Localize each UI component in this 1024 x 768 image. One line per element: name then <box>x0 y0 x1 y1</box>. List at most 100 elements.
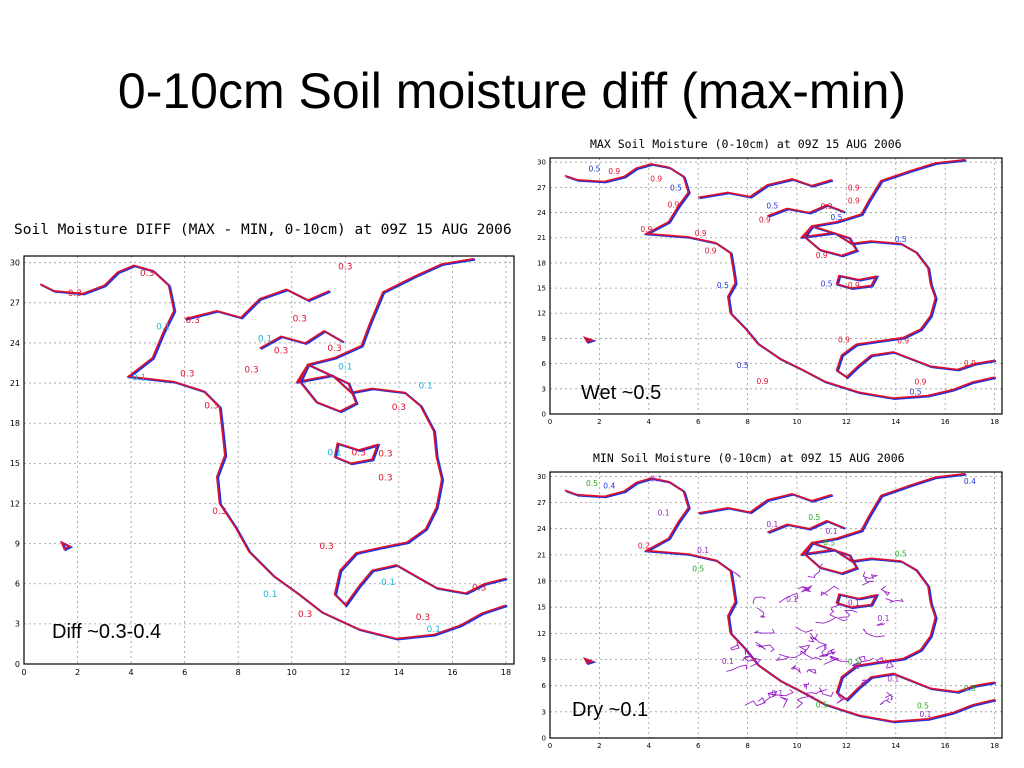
dry-contour <box>876 656 884 665</box>
dry-contour <box>744 697 766 707</box>
x-tick-label: 14 <box>891 418 900 426</box>
coastline-great_lakes <box>835 593 878 609</box>
contour-label: 0.3 <box>68 289 82 299</box>
dry-contour <box>790 645 810 659</box>
contour-label: 0.9 <box>640 225 652 234</box>
y-tick-label: 27 <box>537 499 546 507</box>
contour-label: 0.1 <box>258 335 272 345</box>
diff-map-panel: 0 2 4 6 8 10 12 14 16 180369121518212427300.30.30… <box>10 255 515 677</box>
coastline-archipelago-shadow <box>699 493 834 515</box>
y-tick-label: 0 <box>542 410 546 418</box>
diff-caption: Diff ~0.3-0.4 <box>52 621 162 643</box>
y-tick-label: 18 <box>537 577 546 585</box>
contour-label: 0.3 <box>140 269 154 279</box>
coastline-archipelago <box>698 178 832 199</box>
y-tick-label: 18 <box>537 259 546 267</box>
contour-label: 0.1 <box>381 578 395 588</box>
contour-label: 0.9 <box>756 377 768 386</box>
coastline-arctic_island <box>259 329 343 349</box>
y-tick-label: 21 <box>10 379 20 388</box>
y-tick-label: 15 <box>537 285 546 293</box>
contour-label: 0.3 <box>244 365 258 375</box>
contour-label: 0.5 <box>910 388 922 397</box>
contour-label: 0.9 <box>668 201 680 210</box>
y-tick-label: 6 <box>15 580 20 589</box>
y-tick-label: 24 <box>537 525 546 533</box>
x-tick-label: 4 <box>129 668 134 677</box>
coastline-western_coast <box>643 490 995 723</box>
max-plot-header: MAX Soil Moisture (0-10cm) at 09Z 15 AUG… <box>590 137 902 151</box>
dry-contour <box>806 669 817 674</box>
contour-label: 0.1 <box>427 625 441 635</box>
x-tick-label: 6 <box>182 668 187 677</box>
dry-contour <box>778 592 799 604</box>
dry-contour <box>755 641 775 652</box>
contour-label: 0.3 <box>274 347 288 357</box>
contour-label: 0.1 <box>156 323 170 333</box>
x-tick-label: 8 <box>745 418 749 426</box>
x-tick-label: 8 <box>745 742 749 750</box>
contour-label: 0.9 <box>608 167 620 176</box>
x-tick-label: 18 <box>990 418 999 426</box>
coastline-hudson_bay <box>803 541 858 575</box>
contour-label: 0.5 <box>895 550 907 559</box>
x-tick-label: 0 <box>548 742 552 750</box>
x-tick-label: 10 <box>793 742 802 750</box>
y-tick-label: 21 <box>537 551 546 559</box>
contour-label: 0.5 <box>670 184 682 193</box>
x-tick-label: 0 <box>548 418 552 426</box>
contour-label: 0.5 <box>831 213 843 222</box>
contour-label: 0.1 <box>132 373 146 383</box>
coastline-hudson_bay <box>803 225 858 257</box>
dry-contour <box>798 585 813 592</box>
dry-contour <box>726 664 748 672</box>
contour-label: 0.3 <box>392 403 406 413</box>
y-tick-label: 9 <box>542 656 546 664</box>
dry-contour <box>753 628 776 634</box>
dry-contour <box>823 655 840 665</box>
coastline-eastern_coast <box>799 472 995 701</box>
x-tick-label: 2 <box>597 742 601 750</box>
x-tick-label: 2 <box>597 418 601 426</box>
x-tick-label: 16 <box>941 418 950 426</box>
y-tick-label: 21 <box>537 234 546 242</box>
dry-contour <box>795 626 813 633</box>
contour-label: 0.9 <box>705 247 717 256</box>
contour-label: 0.1 <box>766 520 778 529</box>
x-tick-label: 18 <box>990 742 999 750</box>
contour-label: 0.9 <box>848 184 860 193</box>
plot-frame <box>549 471 1003 739</box>
contour-label: 0.4 <box>603 482 615 491</box>
contour-label: 0.1 <box>650 475 662 484</box>
dry-contour <box>879 697 891 706</box>
dry-contour <box>756 607 766 618</box>
dry-contour <box>803 682 810 690</box>
dry-contour <box>862 577 875 586</box>
contour-label: 0.3 <box>293 315 307 325</box>
dry-contour <box>790 665 802 674</box>
dry-contour <box>752 596 766 604</box>
contour-label: 0.9 <box>759 216 771 225</box>
contour-label: 0.1 <box>263 590 277 600</box>
coastline-hudson_bay <box>298 363 358 413</box>
coastline-archipelago <box>698 492 832 514</box>
y-tick-label: 27 <box>10 299 20 308</box>
contour-label: 0.1 <box>722 657 734 666</box>
contour-label: 0.5 <box>917 701 929 710</box>
contour-label: 0.5 <box>737 361 749 370</box>
y-tick-label: 3 <box>542 708 546 716</box>
contour-label: 0.9 <box>821 202 833 211</box>
dry-contour <box>750 658 762 668</box>
y-tick-label: 12 <box>537 310 546 318</box>
coastline-western_coast <box>126 285 507 640</box>
contour-label: 0.5 <box>717 281 729 290</box>
contour-label: 0.9 <box>848 281 860 290</box>
contour-label: 0.1 <box>771 689 783 698</box>
x-tick-label: 14 <box>891 742 900 750</box>
y-tick-label: 30 <box>537 159 546 167</box>
min-caption: Dry ~0.1 <box>572 699 649 721</box>
y-tick-label: 9 <box>15 539 20 548</box>
dry-contour <box>814 633 828 650</box>
dry-contour <box>862 571 879 580</box>
y-tick-label: 24 <box>10 339 20 348</box>
